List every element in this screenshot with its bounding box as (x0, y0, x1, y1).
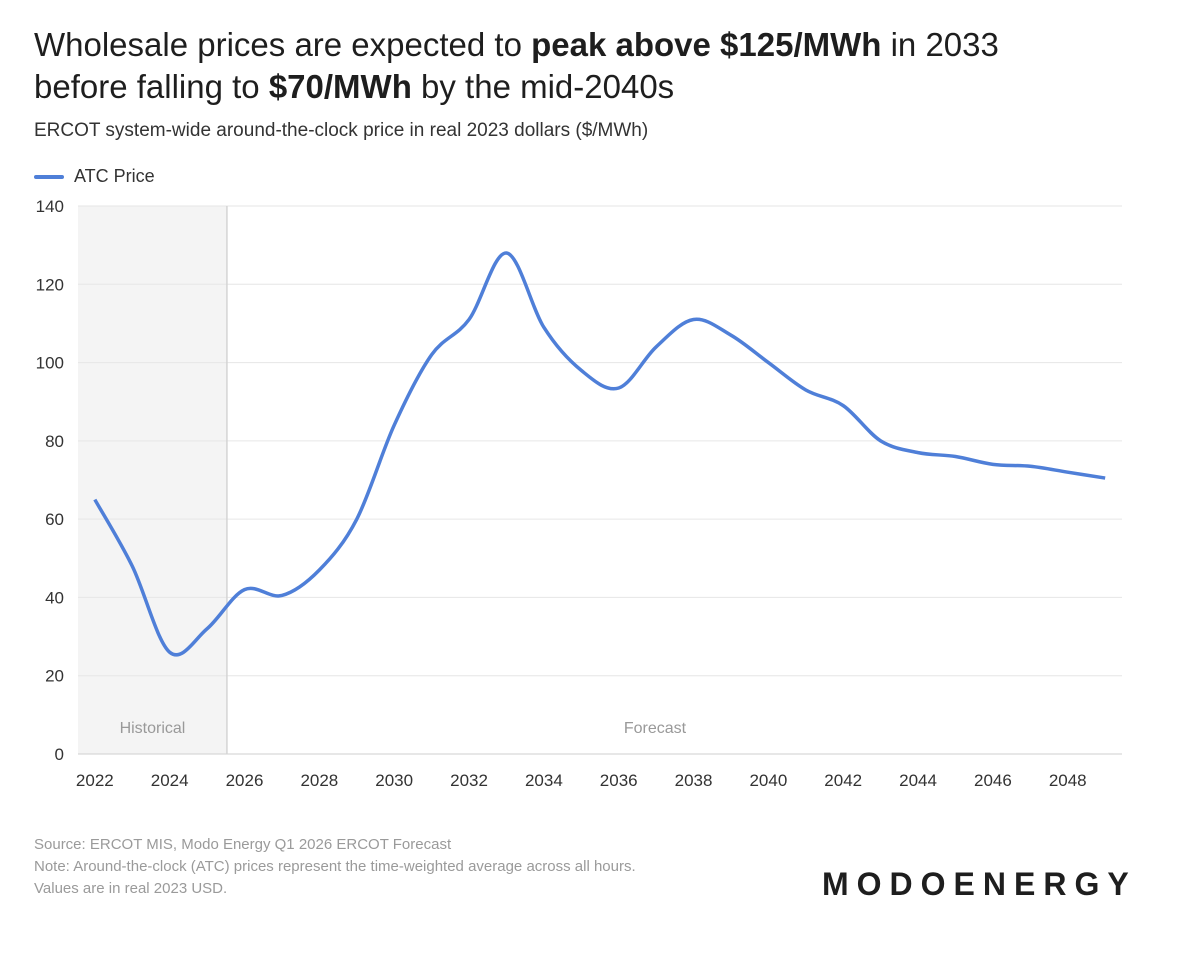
x-tick-label: 2044 (899, 771, 937, 790)
chart-subtitle: ERCOT system-wide around-the-clock price… (34, 120, 649, 141)
title-text: in 2033 (881, 26, 999, 63)
x-tick-label: 2040 (749, 771, 787, 790)
y-tick-label: 60 (45, 510, 64, 529)
title-text: before falling to (34, 68, 269, 105)
legend-label: ATC Price (74, 166, 155, 186)
y-tick-label: 100 (36, 354, 64, 373)
y-tick-label: 120 (36, 275, 64, 294)
chart-title: Wholesale prices are expected to peak ab… (34, 24, 999, 108)
x-tick-label: 2042 (824, 771, 862, 790)
x-tick-label: 2032 (450, 771, 488, 790)
source-note: Source: ERCOT MIS, Modo Energy Q1 2026 E… (34, 836, 452, 853)
legend-swatch (34, 174, 64, 179)
y-tick-label: 80 (45, 432, 64, 451)
x-tick-label: 2030 (375, 771, 413, 790)
series-line-atc-price (93, 251, 1106, 657)
y-tick-label: 20 (45, 667, 64, 686)
title-text: by the mid-2040s (411, 68, 675, 105)
region-label-forecast: Forecast (624, 720, 687, 737)
y-tick-label: 140 (36, 197, 64, 216)
x-tick-label: 2036 (600, 771, 638, 790)
modo-energy-logo: MODOENERGY (822, 866, 1137, 902)
footer: Source: ERCOT MIS, Modo Energy Q1 2026 E… (34, 834, 636, 900)
title-bold-low: $70/MWh (268, 68, 412, 105)
y-tick-label: 0 (55, 745, 64, 764)
note-line: Values are in real 2023 USD. (34, 880, 228, 897)
x-tick-label: 2026 (226, 771, 264, 790)
region-label-historical: Historical (120, 720, 186, 737)
note-line: Note: Around-the-clock (ATC) prices repr… (34, 858, 636, 875)
x-tick-label: 2038 (675, 771, 713, 790)
legend: ATC Price (34, 166, 155, 187)
x-tick-label: 2022 (76, 771, 114, 790)
x-tick-label: 2048 (1049, 771, 1087, 790)
x-tick-label: 2028 (300, 771, 338, 790)
x-tick-label: 2046 (974, 771, 1012, 790)
y-tick-label: 40 (45, 588, 64, 607)
title-text: Wholesale prices are expected to (34, 26, 532, 63)
x-tick-label: 2034 (525, 771, 563, 790)
x-tick-label: 2024 (151, 771, 189, 790)
title-bold-peak: peak above $125/MWh (531, 26, 882, 63)
historical-region (78, 206, 227, 754)
